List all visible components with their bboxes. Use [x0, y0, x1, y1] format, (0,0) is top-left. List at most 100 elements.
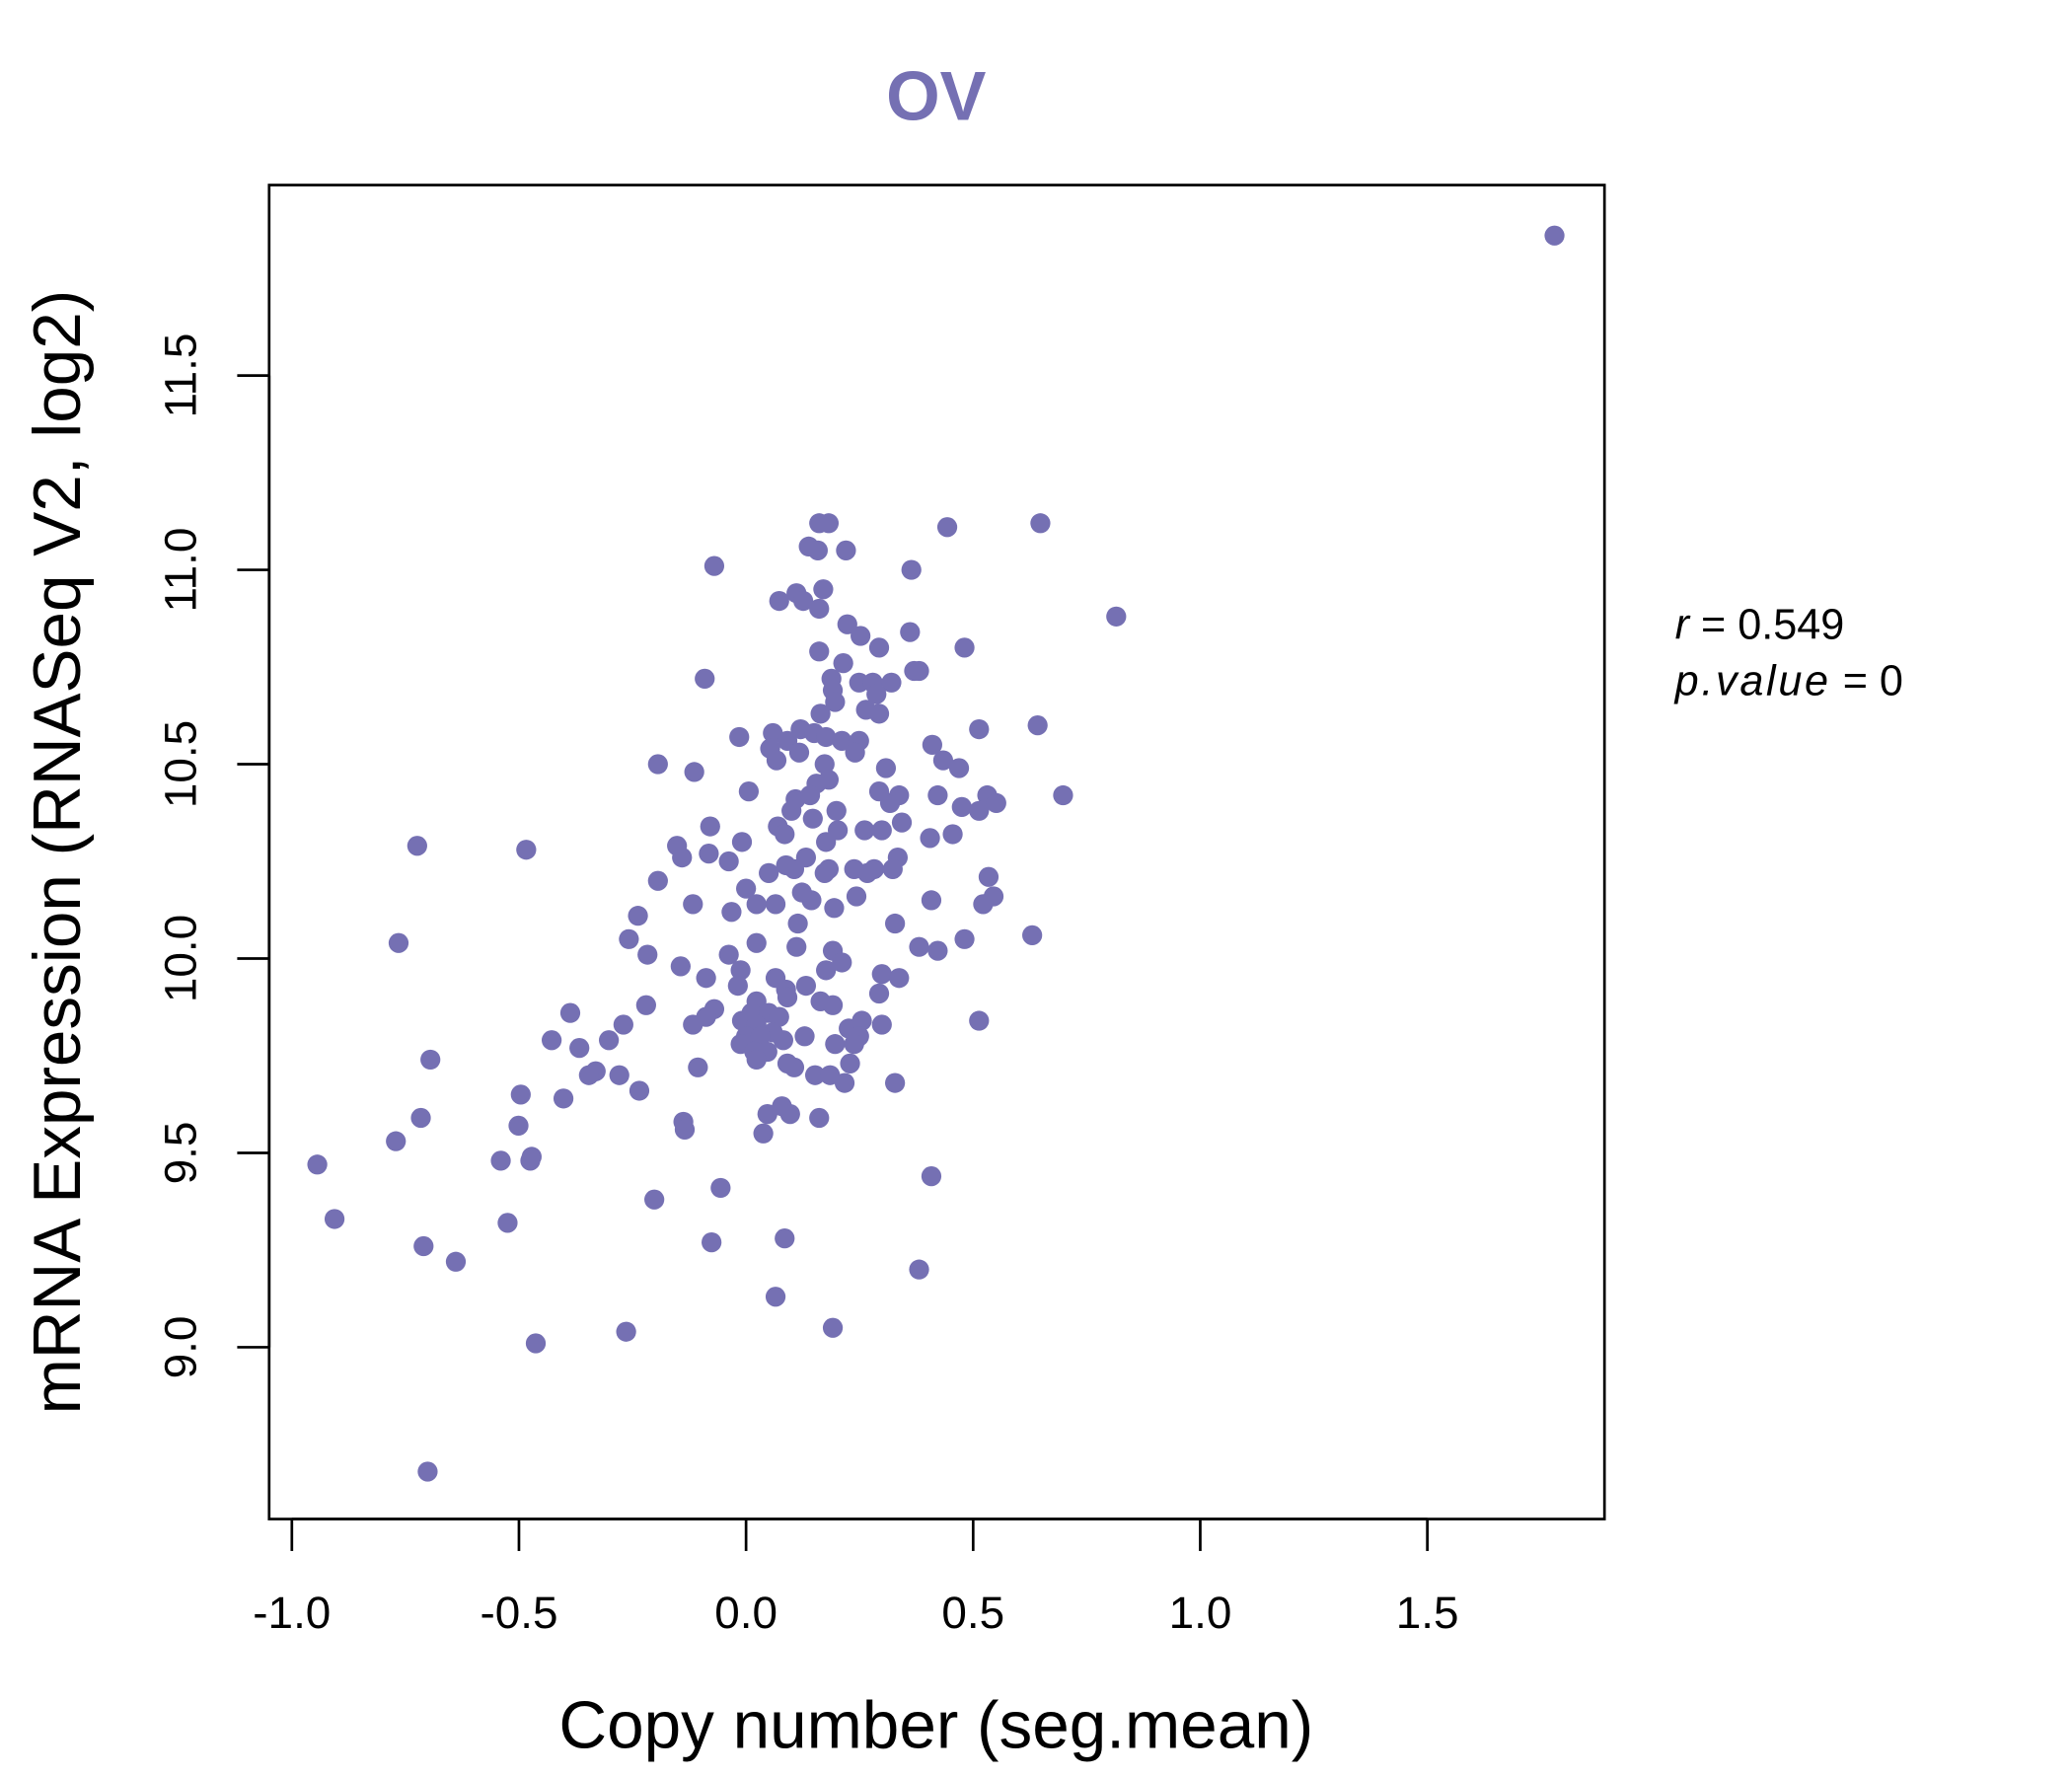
data-point — [629, 1080, 650, 1101]
data-point — [307, 1154, 328, 1175]
data-point — [775, 1228, 795, 1249]
p-label: p.value — [1673, 657, 1831, 704]
data-point — [791, 882, 812, 903]
data-point — [871, 820, 892, 841]
chart-title: OV — [886, 56, 987, 134]
data-point — [836, 540, 856, 560]
data-point — [759, 862, 779, 883]
data-point — [786, 936, 807, 957]
data-point — [936, 517, 958, 538]
data-point — [875, 758, 897, 778]
data-point — [516, 840, 537, 860]
data-point — [1030, 513, 1051, 534]
data-point — [702, 1231, 722, 1253]
x-tick-label: -0.5 — [480, 1587, 557, 1638]
data-point — [637, 944, 658, 965]
data-point — [721, 902, 742, 923]
data-point — [445, 1251, 467, 1272]
data-points — [307, 225, 1565, 1482]
data-point — [746, 894, 767, 915]
data-point — [846, 886, 867, 907]
data-point — [766, 750, 787, 771]
data-point — [794, 1026, 815, 1047]
data-point — [750, 1026, 771, 1047]
data-point — [822, 1317, 844, 1338]
data-point — [769, 590, 789, 612]
data-point — [969, 1010, 990, 1031]
correlation-annotation: r = 0.549 — [1675, 602, 1845, 649]
data-point — [954, 928, 975, 949]
y-tick-label: 11.5 — [155, 333, 206, 418]
data-point — [973, 894, 994, 915]
data-point — [909, 936, 929, 957]
data-point — [978, 866, 999, 887]
data-point — [840, 1053, 860, 1073]
data-point — [525, 1333, 547, 1354]
data-point — [746, 1049, 767, 1071]
data-point — [942, 824, 963, 845]
data-point — [818, 513, 840, 534]
data-point — [810, 703, 831, 724]
data-point — [951, 796, 972, 817]
data-point — [746, 932, 767, 953]
data-point — [787, 913, 808, 934]
data-point — [647, 754, 668, 775]
data-point — [783, 1057, 805, 1077]
data-point — [871, 1014, 892, 1035]
data-point — [901, 559, 922, 580]
data-point — [710, 1177, 731, 1199]
data-point — [683, 1014, 703, 1035]
data-point — [727, 975, 748, 997]
data-point — [700, 816, 720, 837]
data-point — [837, 614, 857, 634]
data-point — [825, 692, 846, 712]
data-point — [598, 1030, 620, 1051]
data-point — [731, 832, 753, 852]
data-point — [813, 579, 834, 600]
data-point — [832, 952, 852, 973]
data-point — [578, 1065, 599, 1085]
data-point — [825, 1034, 846, 1055]
data-point — [407, 836, 427, 856]
y-tick-label: 9.5 — [155, 1122, 206, 1185]
data-point — [969, 800, 990, 821]
y-axis-label: mRNA Expression (RNASeq V2, log2) — [21, 290, 95, 1415]
x-tick-label: 0.0 — [714, 1587, 777, 1638]
data-point — [920, 828, 940, 849]
data-point — [1022, 925, 1043, 945]
data-point — [921, 1165, 942, 1187]
data-point — [420, 1049, 441, 1071]
data-point — [885, 1073, 906, 1093]
data-point — [1544, 225, 1565, 246]
data-point — [738, 780, 760, 802]
data-point — [909, 1259, 929, 1280]
x-tick-label: 1.5 — [1396, 1587, 1459, 1638]
data-point — [826, 800, 847, 821]
data-point — [775, 824, 795, 845]
data-point — [613, 1014, 633, 1035]
r-value: 0.549 — [1738, 602, 1844, 649]
data-point — [809, 1107, 830, 1129]
data-point — [969, 718, 990, 740]
data-point — [674, 1119, 696, 1140]
data-point — [868, 703, 890, 724]
data-point — [807, 540, 828, 560]
data-point — [753, 1123, 774, 1144]
data-point — [854, 820, 875, 841]
data-point — [809, 598, 830, 620]
y-tick-label: 10.5 — [155, 720, 206, 808]
data-point — [851, 626, 871, 646]
data-point — [628, 906, 648, 926]
x-axis: -1.0 -0.5 0.0 0.5 1.0 1.5 — [253, 1517, 1459, 1638]
data-point — [779, 1103, 800, 1125]
x-tick-label: 1.0 — [1169, 1587, 1232, 1638]
data-point — [619, 928, 639, 949]
data-point — [541, 1030, 562, 1051]
data-point — [388, 932, 409, 953]
data-point — [1106, 606, 1127, 627]
data-point — [927, 784, 948, 806]
equals-sign: = — [1689, 602, 1738, 649]
data-point — [559, 1002, 581, 1023]
data-point — [765, 894, 786, 915]
data-point — [909, 660, 929, 682]
